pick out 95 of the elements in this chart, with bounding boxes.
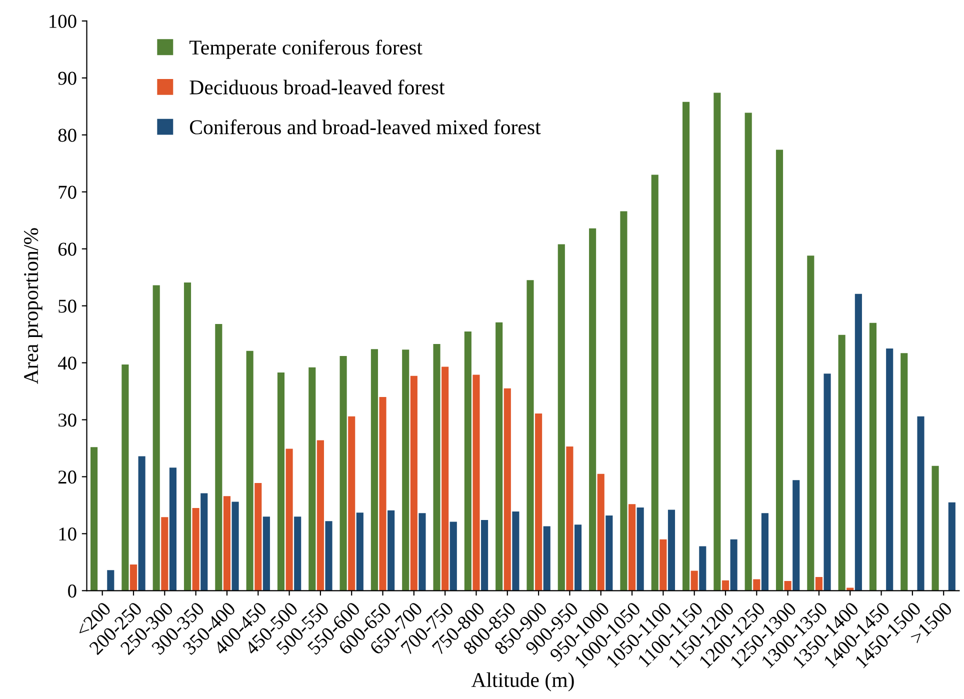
- bar: [917, 416, 924, 591]
- bar: [776, 150, 784, 591]
- bar: [753, 579, 760, 591]
- bar: [433, 344, 440, 591]
- bar: [496, 322, 503, 591]
- bar: [948, 502, 956, 591]
- bar: [574, 524, 582, 591]
- bar: [130, 564, 138, 591]
- bar: [807, 256, 814, 591]
- bar: [370, 349, 378, 591]
- bar: [200, 493, 208, 591]
- y-tick-label: 40: [58, 356, 76, 370]
- bar: [316, 440, 324, 591]
- bar: [418, 513, 426, 591]
- bar: [504, 388, 511, 591]
- y-tick-label: 70: [58, 186, 76, 199]
- bar: [699, 546, 706, 591]
- bar: [254, 482, 262, 591]
- legend-label: Coniferous and broad-leaved mixed forest: [190, 119, 541, 134]
- bar: [472, 374, 480, 591]
- bar: [636, 507, 644, 591]
- bar: [606, 515, 613, 591]
- bar: [900, 353, 908, 591]
- bar: [138, 456, 146, 591]
- bar: [792, 480, 800, 591]
- x-axis-title: Altitude (m): [471, 672, 574, 692]
- bar: [761, 513, 768, 591]
- bar: [714, 92, 721, 591]
- bar: [152, 285, 160, 591]
- bar: [932, 466, 939, 591]
- bar: [730, 539, 738, 591]
- bar: [286, 448, 293, 591]
- bar: [246, 350, 254, 591]
- bar: [464, 331, 472, 591]
- y-tick-label: 20: [58, 470, 76, 484]
- bar: [886, 348, 894, 591]
- bar: [690, 570, 698, 591]
- bar: [340, 356, 347, 591]
- bar: [161, 517, 168, 591]
- bar: [348, 416, 356, 591]
- bar: [223, 496, 230, 591]
- y-tick-label: 90: [58, 72, 76, 85]
- bar: [215, 324, 222, 591]
- bar: [660, 539, 667, 591]
- bar: [192, 508, 200, 591]
- y-tick-label: 30: [58, 414, 76, 427]
- y-tick-label: 80: [58, 128, 76, 142]
- bar: [682, 102, 690, 591]
- bar: [535, 413, 542, 591]
- bar: [628, 504, 636, 591]
- bar: [784, 580, 792, 591]
- bar: [526, 280, 534, 591]
- bar: [620, 211, 628, 591]
- bar: [481, 520, 488, 591]
- bar: [356, 512, 364, 591]
- bar: [277, 372, 285, 591]
- bar: [744, 112, 752, 591]
- y-tick-label: 50: [58, 300, 76, 313]
- bar: [379, 396, 386, 591]
- bar: [122, 364, 129, 591]
- bar: [589, 228, 596, 591]
- bar: [824, 374, 831, 591]
- y-tick-label: 60: [58, 242, 76, 256]
- bar: [262, 516, 270, 591]
- bar: [651, 174, 658, 591]
- bar: [388, 510, 395, 591]
- bar: [325, 521, 332, 591]
- bar: [308, 367, 316, 591]
- bar: [184, 282, 192, 591]
- bar: [402, 350, 410, 591]
- legend-label: Deciduous broad-leaved forest: [190, 80, 445, 94]
- bar: [854, 294, 862, 591]
- y-tick-label: 100: [50, 14, 76, 28]
- bar: [512, 511, 520, 591]
- bar: [107, 570, 114, 591]
- bar: [442, 366, 449, 591]
- bar: [90, 447, 98, 591]
- bar: [597, 474, 604, 591]
- bar: [294, 516, 302, 591]
- bar: [450, 522, 457, 591]
- bar: [869, 322, 877, 591]
- bar: [169, 468, 176, 591]
- bar: [722, 580, 730, 591]
- bar: [543, 526, 550, 591]
- y-tick-label: 0: [68, 584, 76, 598]
- y-tick-label: 10: [59, 528, 76, 541]
- bar: [558, 244, 565, 591]
- bar: [815, 576, 822, 591]
- y-axis-title: Area proportion/%: [24, 228, 42, 384]
- bar: [566, 446, 574, 591]
- legend-label: Temperate coniferous forest: [189, 40, 422, 59]
- bar: [668, 510, 676, 591]
- bar: [838, 334, 846, 591]
- bar: [410, 376, 418, 591]
- bar: [232, 502, 239, 591]
